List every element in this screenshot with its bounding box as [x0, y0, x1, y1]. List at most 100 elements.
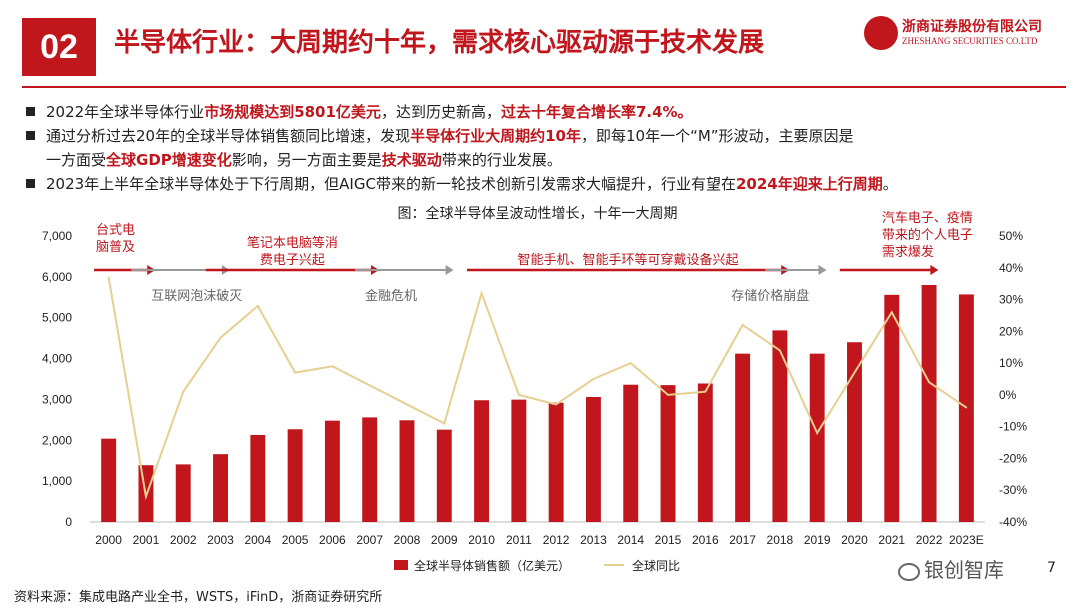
- annotation-arrowhead: [818, 265, 827, 275]
- semiconductor-chart: 图：全球半导体呈波动性增长，十年一大周期 0 1,000 2,000 3,000 4,00…: [42, 205, 1027, 573]
- header-divider: [22, 86, 1066, 88]
- bullet-highlight: 2024年迎来上行周期: [735, 175, 883, 193]
- bullet-square-icon: [26, 107, 35, 116]
- bar-2010: [474, 400, 490, 522]
- chart-title: 图：全球半导体呈波动性增长，十年一大周期: [398, 205, 678, 221]
- legend-line-label: 全球同比: [632, 558, 680, 573]
- yoy-growth-line: [107, 277, 967, 501]
- bullet-highlight: 半导体行业大周期约10年: [410, 127, 581, 145]
- bar-2012: [548, 402, 564, 522]
- y-left-tick-label: 6,000: [42, 270, 72, 284]
- x-tick-label: 2010: [468, 533, 495, 547]
- page-title: 半导体行业：大周期约十年，需求核心驱动源于技术发展: [114, 28, 765, 58]
- bar-2022: [921, 284, 937, 522]
- bullet-text: 2022年全球半导体行业: [46, 103, 205, 121]
- annotation-label: 互联网泡沫破灭: [151, 288, 242, 303]
- annotation-label: 智能手机、智能手环等可穿戴设备兴起: [518, 252, 739, 267]
- annotation-label: 金融危机: [365, 288, 417, 303]
- y-right-tick-label: -20%: [999, 451, 1027, 465]
- y-left-tick-label: 0: [65, 515, 72, 529]
- yoy-point-2022: [928, 381, 930, 383]
- source-note: 资料来源：集成电路产业全书，WSTS，iFinD，浙商证券研究所: [14, 590, 383, 605]
- yoy-point-2011: [518, 394, 520, 396]
- bullet-highlight: 市场规模达到5801亿美元: [204, 103, 381, 121]
- yoy-point-2016: [704, 390, 707, 393]
- annotation-arrowhead: [445, 265, 454, 275]
- y-right-tick-label: 30%: [999, 293, 1023, 307]
- y-right-tick-label: -30%: [999, 483, 1027, 497]
- yoy-point-2020: [853, 371, 856, 374]
- x-tick-label: 2017: [729, 533, 756, 547]
- annotation-label: 带来的个人电子: [882, 227, 973, 242]
- x-tick-label: 2005: [282, 533, 309, 547]
- x-tick-label: 2020: [841, 533, 868, 547]
- yoy-point-2021: [890, 311, 893, 314]
- annotation-label: 存储价格崩盘: [731, 288, 809, 303]
- logo-mark-icon: [864, 16, 898, 50]
- yoy-point-2018: [779, 349, 781, 352]
- bar-2018: [772, 330, 788, 522]
- yoy-point-2005: [294, 371, 296, 374]
- x-tick-label: 2013: [580, 533, 607, 547]
- y-left-tick-label: 1,000: [42, 474, 72, 488]
- bar-2017: [735, 353, 751, 522]
- x-tick-label: 2019: [804, 533, 831, 547]
- wechat-icon: [898, 562, 920, 581]
- x-tick-label: 2011: [506, 533, 532, 547]
- legend-bar-label: 全球半导体销售额（亿美元）: [414, 558, 570, 573]
- y-right-tick-label: 10%: [999, 356, 1023, 370]
- y-right-tick-label: 0%: [999, 388, 1017, 402]
- bullet-text: ，达到历史新高，: [380, 103, 501, 121]
- bar-2014: [623, 384, 639, 522]
- yoy-point-2003: [219, 336, 222, 339]
- company-logo: 浙商证券股份有限公司 ZHESHANG SECURITIES CO.LTD: [864, 14, 1064, 54]
- x-tick-label: 2001: [133, 533, 160, 547]
- bullet-2: 通过分析过去20年的全球半导体销售额同比增速，发现半导体行业大周期约10年，即每…: [26, 124, 1066, 148]
- x-tick-label: 2016: [692, 533, 719, 547]
- yoy-point-2014: [629, 362, 632, 364]
- x-tick-label: 2003: [207, 533, 234, 547]
- y-right-tick-label: 20%: [999, 324, 1023, 338]
- annotation-label: 台式电: [96, 222, 135, 237]
- bar-2002: [175, 464, 191, 522]
- y-right-tick-label: -40%: [999, 515, 1027, 529]
- annotation-label: 笔记本电脑等消: [247, 235, 338, 250]
- yoy-point-2000: [107, 276, 110, 279]
- bullet-text: 。: [882, 175, 898, 193]
- bar-2005: [287, 429, 303, 522]
- bar-2020: [847, 342, 862, 522]
- bullet-text: 带来的行业发展。: [441, 151, 562, 169]
- y-left-tick-label: 5,000: [42, 311, 72, 325]
- x-tick-label: 2006: [319, 533, 346, 547]
- bar-2003: [213, 454, 228, 522]
- y-left-tick-label: 2,000: [42, 433, 72, 447]
- yoy-point-2019: [816, 432, 818, 434]
- x-tick-label: 2015: [655, 533, 682, 547]
- yoy-point-2006: [331, 365, 334, 368]
- yoy-point-2017: [741, 324, 744, 326]
- bullet-1: 2022年全球半导体行业市场规模达到5801亿美元，达到历史新高，过去十年复合增…: [26, 100, 1066, 124]
- x-tick-label: 2000: [95, 533, 122, 547]
- bar-2015: [660, 385, 676, 522]
- bullet-list: 2022年全球半导体行业市场规模达到5801亿美元，达到历史新高，过去十年复合增…: [26, 100, 1066, 196]
- bar-2000: [101, 438, 117, 522]
- bullet-highlight: 技术驱动: [381, 151, 442, 169]
- x-tick-label: 2023E: [949, 533, 984, 547]
- yoy-point-2010: [480, 292, 483, 294]
- x-tick-label: 2014: [617, 533, 644, 547]
- bullet-3: 2023年上半年全球半导体处于下行周期，但AIGC带来的新一轮技术创新引发需求大…: [26, 172, 1066, 196]
- yoy-point-2002: [182, 390, 185, 393]
- bar-2007: [362, 417, 378, 522]
- annotation-label: 脑普及: [96, 239, 135, 254]
- x-tick-label: 2022: [916, 533, 943, 547]
- y-right-tick-label: 50%: [999, 229, 1023, 243]
- annotation-arrowhead: [930, 265, 939, 275]
- bullet-highlight: 过去十年复合增长率7.4%。: [500, 103, 693, 121]
- bar-2008: [399, 420, 415, 522]
- bullet-square-icon: [26, 179, 35, 188]
- legend-bar-swatch: [394, 560, 408, 570]
- bar-2016: [697, 383, 713, 522]
- bar-2019: [809, 353, 825, 522]
- bar-2006: [324, 420, 340, 522]
- yoy-point-2013: [592, 378, 595, 380]
